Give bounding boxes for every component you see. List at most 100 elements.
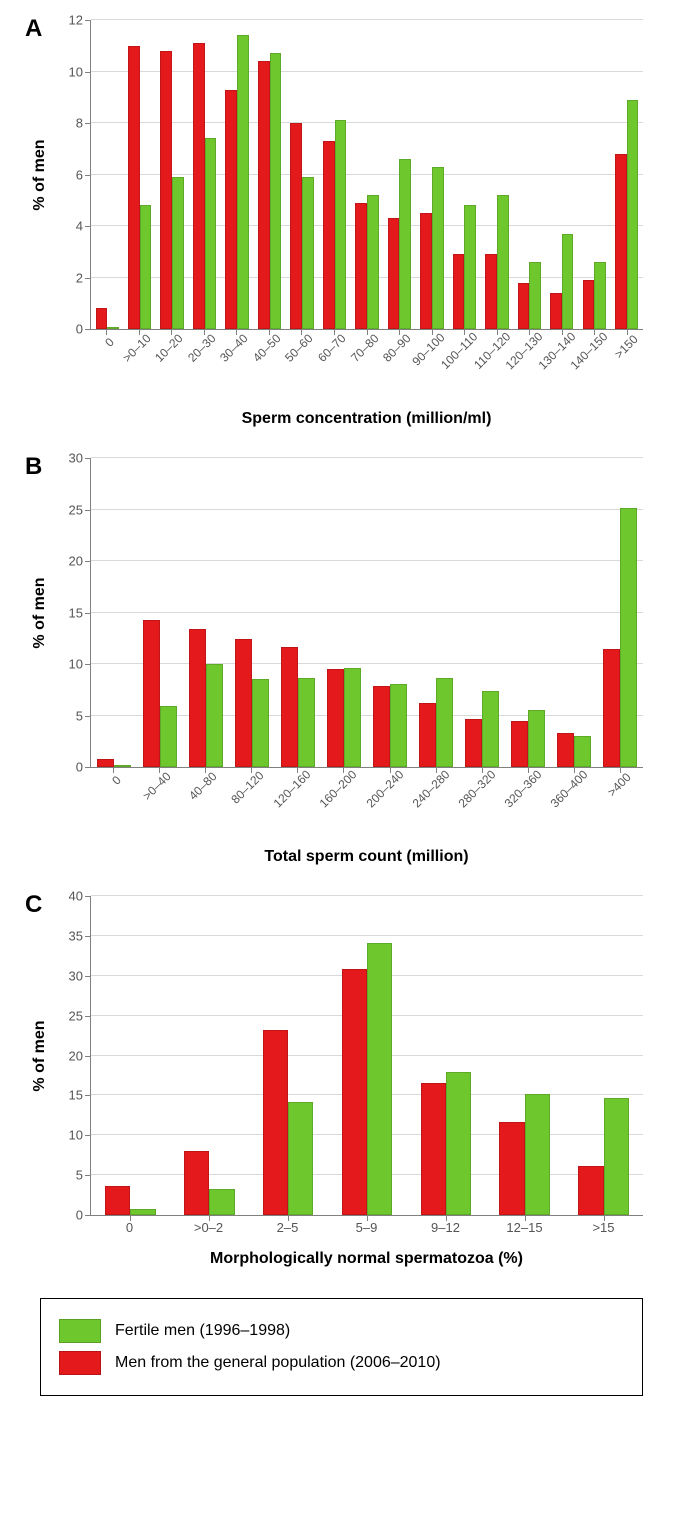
legend: Fertile men (1996–1998)Men from the gene… [40,1298,643,1396]
bar-green [399,159,411,329]
y-tick-label: 40 [69,889,83,904]
panels-container: A% of men0246810120>0–1010–2020–3030–404… [20,20,663,1268]
bar-red [550,293,562,329]
bar-green [497,195,509,329]
bar-red [355,203,367,329]
bar-red [518,283,530,329]
y-axis-label: % of men [31,139,49,210]
x-tick-label: >150 [611,332,640,361]
y-tick-label: 0 [76,1208,83,1223]
legend-swatch [59,1319,101,1343]
bar-red [420,213,432,329]
bar-green [367,195,379,329]
bar-green [298,678,315,767]
x-tick-label: >0–10 [120,331,154,365]
category-group [481,20,513,329]
bar-red [193,43,205,329]
bar-red [143,620,160,767]
x-tick-label: 5–9 [356,1220,378,1235]
bar-green [529,262,541,329]
bar-green [209,1189,234,1215]
category-group [459,458,505,767]
bar-green [627,100,639,329]
y-tick-label: 10 [69,1128,83,1143]
y-tick-label: 5 [76,1168,83,1183]
y-tick-label: 20 [69,554,83,569]
bar-red [421,1083,446,1215]
y-tick-label: 0 [76,322,83,337]
bar-green [252,679,269,767]
bar-red [511,721,528,767]
bar-green [604,1098,629,1215]
bar-green [594,262,606,329]
x-axis-labels: 0>0–22–55–99–1212–15>15 [90,1216,643,1242]
x-tick-label: 360–400 [547,767,590,810]
x-tick-label: 160–200 [317,767,360,810]
bar-red [388,218,400,329]
x-tick-label: >0–40 [140,769,174,803]
bar-green [482,691,499,767]
bar-red [615,154,627,329]
bar-red [160,51,172,329]
category-group [485,896,564,1215]
bar-red [499,1122,524,1215]
category-group [406,896,485,1215]
x-tick-label: >400 [605,770,634,799]
x-axis-labels: 0>0–1010–2020–3030–4040–5050–6060–7070–8… [90,330,643,402]
bar-green [432,167,444,329]
x-tick-label: 200–240 [363,767,406,810]
bar-red [603,649,620,767]
x-tick-label: 0 [126,1220,133,1235]
bar-red [485,254,497,329]
y-axis-label: % of men [31,577,49,648]
x-tick-label: 320–360 [501,767,544,810]
x-axis-label: Sperm concentration (million/ml) [90,410,643,428]
x-tick-label: 120–160 [271,767,314,810]
chart-area: 0510152025303540 [90,896,643,1216]
bars-container [91,896,643,1215]
category-group [611,20,643,329]
bar-green [528,710,545,767]
category-group [564,896,643,1215]
bar-green [205,138,217,329]
bar-red [583,280,595,329]
category-group [328,896,407,1215]
bar-green [172,177,184,329]
x-tick-label: >0–2 [194,1220,223,1235]
chart-area: 024681012 [90,20,643,330]
bar-green [302,177,314,329]
category-group [546,20,578,329]
bar-green [237,35,249,329]
y-tick-label: 10 [69,64,83,79]
category-group [91,458,137,767]
category-group [183,458,229,767]
y-tick-label: 15 [69,605,83,620]
bar-green [620,508,637,767]
x-tick-label: 0 [102,335,117,350]
y-tick-label: 6 [76,167,83,182]
x-axis-label: Total sperm count (million) [90,848,643,866]
legend-item: Men from the general population (2006–20… [59,1351,624,1375]
bar-red [327,669,344,767]
bar-green [344,668,361,767]
x-tick-label: 240–280 [409,767,452,810]
bar-green [114,765,131,767]
x-tick-label: 80–120 [229,768,267,806]
bar-red [105,1186,130,1216]
bar-green [436,678,453,767]
category-group [413,458,459,767]
bar-red [465,719,482,767]
y-tick-label: 5 [76,708,83,723]
y-tick-label: 15 [69,1088,83,1103]
x-tick-label: 280–320 [455,767,498,810]
bar-red [189,629,206,767]
legend-swatch [59,1351,101,1375]
bar-red [184,1151,209,1215]
bar-green [206,664,223,767]
x-axis-labels: 0>0–4040–8080–120120–160160–200200–24024… [90,768,643,840]
x-tick-label: 0 [109,773,124,788]
x-tick-label: 80–90 [380,331,413,364]
bar-green [160,706,177,767]
x-tick-label: 60–70 [315,331,348,364]
category-group [367,458,413,767]
